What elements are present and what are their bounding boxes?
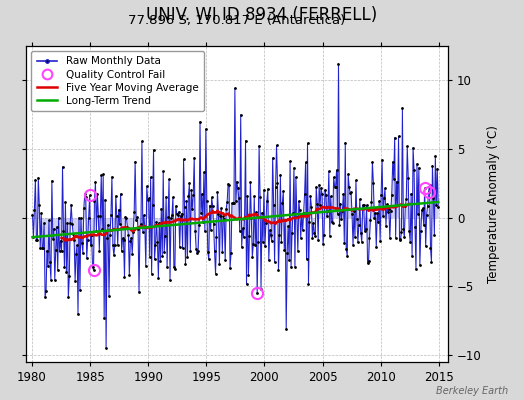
Title: 77.896 S, 170.817 E (Antarctica): 77.896 S, 170.817 E (Antarctica) [128,14,346,27]
Text: UNIV. WI ID 8934 (FERRELL): UNIV. WI ID 8934 (FERRELL) [146,6,378,24]
Y-axis label: Temperature Anomaly (°C): Temperature Anomaly (°C) [487,125,500,283]
Legend: Raw Monthly Data, Quality Control Fail, Five Year Moving Average, Long-Term Tren: Raw Monthly Data, Quality Control Fail, … [31,51,204,111]
Text: Berkeley Earth: Berkeley Earth [436,386,508,396]
